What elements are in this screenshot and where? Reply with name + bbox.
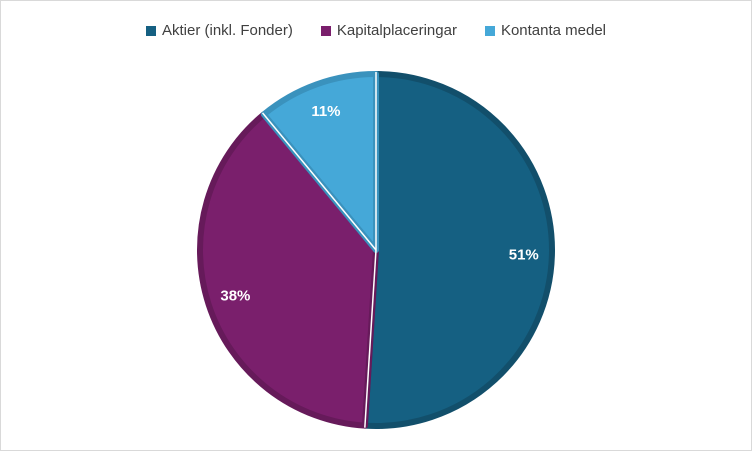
pie-slice-1: [197, 111, 379, 429]
slice-separator: [364, 249, 377, 428]
legend-item-kapitalplaceringar: Kapitalplaceringar: [320, 22, 457, 39]
pie-slice-0: [361, 71, 555, 429]
legend-item-kontanta-medel: Kontanta medel: [484, 22, 607, 39]
legend-label-kapitalplaceringar: Kapitalplaceringar: [336, 22, 457, 39]
legend-swatch-kontanta-medel: [484, 25, 495, 36]
legend-swatch-aktier: [145, 25, 156, 36]
legend: Aktier (inkl. Fonder) Kapitalplaceringar…: [1, 22, 751, 39]
slice-separator: [261, 112, 377, 251]
legend-label-kontanta-medel: Kontanta medel: [500, 22, 607, 39]
data-label-1: 38%: [220, 288, 250, 305]
data-label-0: 51%: [509, 247, 539, 264]
legend-swatch-kapitalplaceringar: [320, 25, 331, 36]
legend-label-aktier: Aktier (inkl. Fonder): [161, 22, 293, 39]
pie-slice-2: [260, 71, 379, 253]
data-label-2: 11%: [311, 103, 340, 120]
legend-item-aktier: Aktier (inkl. Fonder): [145, 22, 293, 39]
